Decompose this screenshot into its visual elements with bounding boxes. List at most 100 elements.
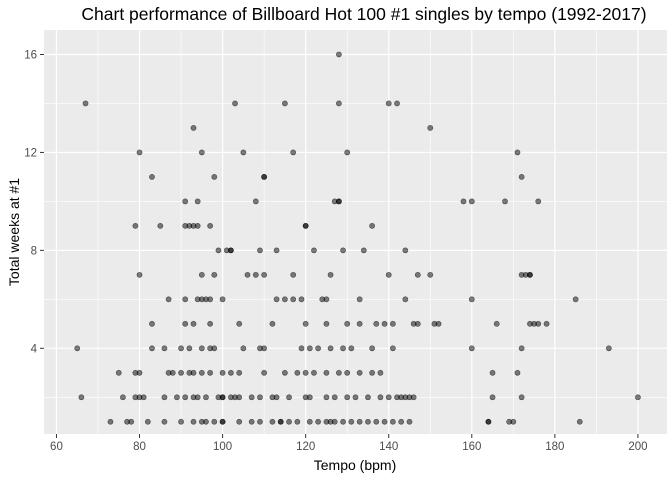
- data-point: [373, 320, 380, 327]
- data-point: [369, 222, 376, 229]
- data-point: [323, 320, 330, 327]
- data-point: [340, 418, 346, 425]
- data-point: [240, 149, 247, 156]
- y-tick-label: 8: [31, 245, 37, 257]
- data-point: [194, 222, 201, 229]
- data-point: [460, 198, 467, 205]
- data-point: [115, 369, 122, 376]
- data-point: [232, 100, 238, 107]
- data-point: [502, 198, 508, 205]
- chart-title: Chart performance of Billboard Hot 100 #…: [81, 4, 646, 24]
- x-tick-label: 100: [213, 441, 232, 453]
- data-point: [203, 394, 209, 401]
- y-tick-label: 4: [31, 343, 38, 355]
- data-point: [427, 271, 434, 278]
- x-tick-label: 80: [133, 441, 146, 453]
- data-point: [190, 125, 197, 131]
- data-point: [489, 369, 496, 376]
- data-point: [273, 247, 280, 254]
- data-point: [306, 394, 313, 401]
- data-point: [365, 418, 371, 425]
- data-point: [198, 369, 205, 376]
- x-axis-title: Tempo (bpm): [314, 457, 396, 473]
- data-point: [385, 100, 392, 107]
- data-point: [211, 418, 218, 425]
- data-point: [236, 369, 243, 376]
- data-point: [535, 320, 542, 327]
- data-point: [169, 369, 176, 376]
- plot-panel: [44, 30, 667, 434]
- data-point: [435, 320, 442, 327]
- data-point: [219, 418, 226, 425]
- data-point: [140, 394, 147, 401]
- data-point: [323, 369, 330, 376]
- y-tick-label: 16: [24, 49, 37, 61]
- data-point: [360, 247, 367, 254]
- data-point: [348, 418, 355, 425]
- data-point: [369, 345, 376, 352]
- data-point: [157, 222, 164, 229]
- data-point: [178, 418, 184, 425]
- data-point: [468, 198, 475, 205]
- data-point: [402, 247, 409, 254]
- data-point: [514, 149, 521, 156]
- data-point: [306, 418, 313, 425]
- data-point: [398, 418, 405, 425]
- data-point: [381, 418, 388, 425]
- data-point: [315, 418, 322, 425]
- data-point: [136, 149, 143, 156]
- data-point: [518, 394, 525, 401]
- data-point: [286, 394, 292, 401]
- data-point: [182, 394, 189, 401]
- data-point: [244, 271, 251, 278]
- data-point: [236, 320, 243, 327]
- data-point: [273, 394, 280, 401]
- data-point: [518, 174, 525, 180]
- data-point: [468, 296, 475, 303]
- data-point: [331, 418, 338, 425]
- data-point: [389, 418, 396, 425]
- y-tick-label: 12: [24, 147, 37, 159]
- data-point: [344, 394, 351, 401]
- data-point: [178, 345, 184, 352]
- x-tick-label: 180: [545, 441, 564, 453]
- data-point: [385, 394, 392, 401]
- data-point: [356, 369, 363, 376]
- data-point: [290, 149, 297, 156]
- data-point: [344, 149, 351, 156]
- data-point: [323, 394, 330, 401]
- data-point: [219, 394, 226, 401]
- data-point: [144, 418, 151, 425]
- data-point: [211, 271, 218, 278]
- data-point: [605, 345, 612, 352]
- data-point: [323, 296, 330, 303]
- x-tick-label: 160: [462, 441, 481, 453]
- data-point: [294, 369, 301, 376]
- data-point: [219, 369, 226, 376]
- x-tick-label: 140: [379, 441, 398, 453]
- data-point: [394, 100, 400, 107]
- data-point: [365, 394, 371, 401]
- data-point: [198, 345, 205, 352]
- data-point: [161, 394, 168, 401]
- data-point: [489, 394, 496, 401]
- data-point: [344, 369, 351, 376]
- data-point: [149, 345, 155, 352]
- data-point: [340, 247, 346, 254]
- data-point: [165, 296, 172, 303]
- data-point: [356, 320, 363, 327]
- data-point: [273, 296, 280, 303]
- data-point: [356, 296, 363, 303]
- data-point: [257, 247, 263, 254]
- data-point: [298, 345, 305, 352]
- data-point: [194, 394, 201, 401]
- data-point: [194, 198, 201, 205]
- data-point: [369, 369, 376, 376]
- data-point: [389, 320, 396, 327]
- data-point: [335, 369, 342, 376]
- data-point: [149, 320, 155, 327]
- data-point: [302, 369, 309, 376]
- data-point: [311, 247, 317, 254]
- data-point: [572, 296, 579, 303]
- data-point: [373, 418, 380, 425]
